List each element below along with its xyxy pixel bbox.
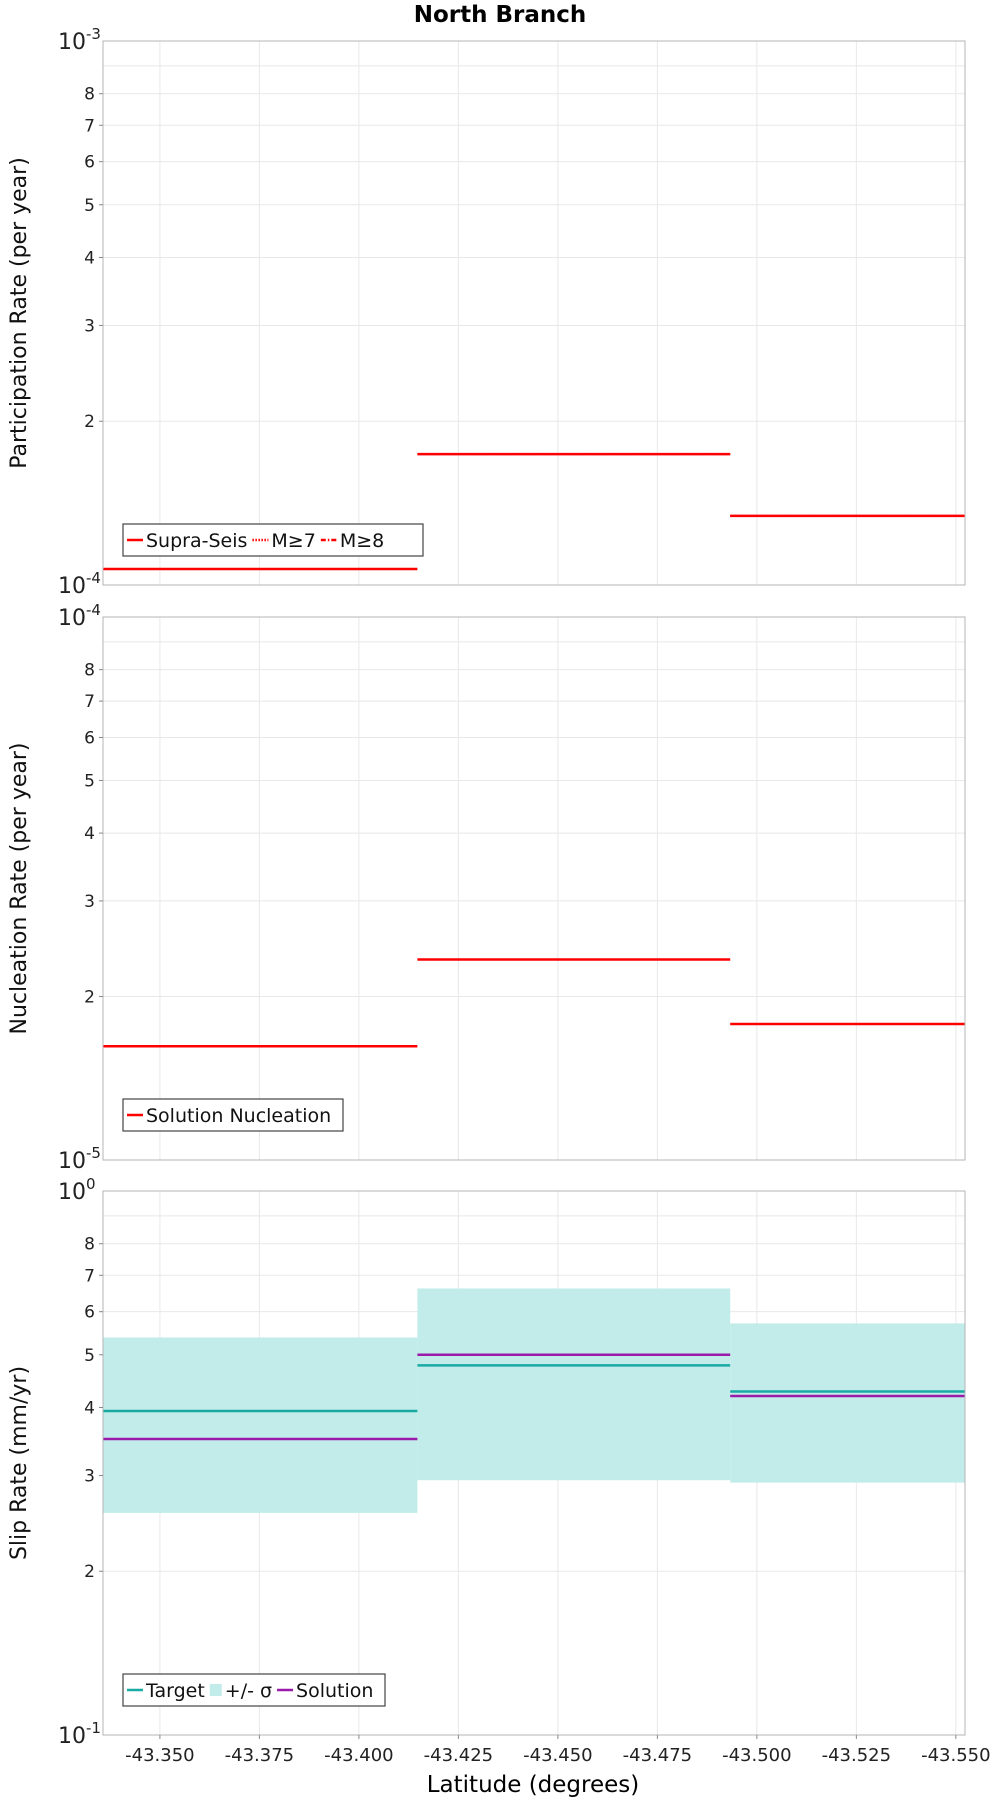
y-tick-label: 3 — [84, 316, 95, 336]
y-tick-label: 8 — [84, 1235, 95, 1255]
y-major-tick-label: 10-4 — [58, 569, 101, 599]
plot-border — [102, 1190, 966, 1736]
y-tick-label: 6 — [84, 728, 95, 748]
y-major-tick-label: 10-4 — [58, 601, 101, 631]
y-tick-label: 8 — [84, 85, 95, 105]
y-tick-label: 4 — [84, 1398, 95, 1418]
legend-box — [122, 523, 424, 557]
y-tick-label: 2 — [84, 988, 95, 1008]
legend: Target +/- σ Solution — [122, 1673, 386, 1707]
y-tick-label: 7 — [84, 692, 95, 712]
legend-label: +/- σ — [225, 1680, 272, 1702]
y-major-tick-label: 100 — [58, 1175, 96, 1205]
y-tick-label: 6 — [84, 1303, 95, 1323]
legend-label: Solution — [296, 1680, 373, 1702]
y-tick-label: 3 — [84, 1466, 95, 1486]
x-tick-label: -43.525 — [822, 1745, 891, 1766]
x-tick-label: -43.375 — [225, 1745, 294, 1766]
y-major-tick-label: 10-3 — [58, 25, 101, 55]
y-tick-label: 2 — [84, 1562, 95, 1582]
x-tick-label: -43.400 — [324, 1745, 393, 1766]
y-axis-label: Participation Rate (per year) — [7, 157, 32, 469]
y-major-tick-label: 10-1 — [58, 1719, 101, 1749]
y-tick-label: 5 — [84, 196, 95, 216]
y-tick-label: 7 — [84, 116, 95, 136]
y-tick-label: 8 — [84, 661, 95, 681]
panel-slip: 2 3 4 5 6 7 8 10-1 100 Slip Rate (mm/yr) Target +/-… — [7, 1175, 966, 1749]
y-axis-label: Slip Rate (mm/yr) — [7, 1366, 32, 1560]
y-tick-label: 2 — [84, 412, 95, 432]
x-axis-label: Latitude (degrees) — [427, 1772, 640, 1798]
plot-border — [102, 616, 966, 1161]
legend-label: Target — [145, 1680, 205, 1702]
legend-box — [122, 1673, 386, 1707]
x-tick-label: -43.475 — [623, 1745, 692, 1766]
x-tick-label: -43.550 — [921, 1745, 990, 1766]
y-tick-label: 4 — [84, 248, 95, 268]
legend-label: M≥8 — [340, 530, 384, 552]
uncertainty-band — [103, 1337, 418, 1513]
x-tick-label: -43.350 — [125, 1745, 194, 1766]
plot-area — [103, 617, 965, 1160]
legend-box — [122, 1098, 344, 1132]
y-tick-label: 4 — [84, 824, 95, 844]
legend-label: Supra-Seis — [146, 530, 247, 552]
uncertainty-band — [417, 1288, 731, 1481]
panel-participation: 2 3 4 5 6 7 8 10-4 10-3 Participation Rate (per y… — [7, 25, 966, 599]
y-tick-label: 7 — [84, 1266, 95, 1286]
y-major-tick-label: 10-5 — [58, 1144, 101, 1174]
x-tick-label: -43.425 — [424, 1745, 493, 1766]
x-tick-label: -43.450 — [523, 1745, 592, 1766]
panel-nucleation: 2 3 4 5 6 7 8 10-5 10-4 Nucleation Rate (per year… — [7, 601, 966, 1174]
uncertainty-band — [730, 1323, 965, 1483]
legend: Supra-Seis M≥7 M≥8 — [122, 523, 424, 557]
plot-area — [103, 41, 965, 585]
y-tick-label: 5 — [84, 1346, 95, 1366]
chart-title: North Branch — [414, 2, 587, 28]
plot-border — [102, 40, 966, 586]
legend-swatch — [209, 1684, 222, 1696]
x-tick-label: -43.500 — [722, 1745, 791, 1766]
y-tick-label: 5 — [84, 771, 95, 791]
legend-label: Solution Nucleation — [146, 1105, 331, 1127]
y-tick-label: 3 — [84, 892, 95, 912]
legend-label: M≥7 — [271, 530, 315, 552]
y-tick-label: 6 — [84, 153, 95, 173]
y-axis-label: Nucleation Rate (per year) — [7, 743, 32, 1035]
legend: Solution Nucleation — [122, 1098, 344, 1132]
